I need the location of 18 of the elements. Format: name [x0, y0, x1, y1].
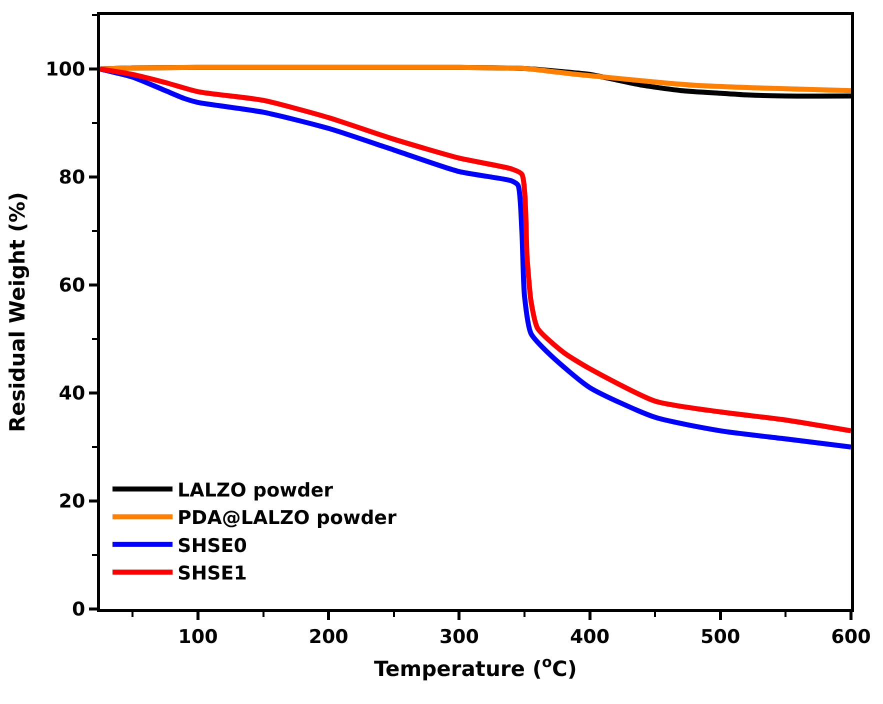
y-axis-title: Residual Weight (%) — [6, 192, 30, 432]
x-tick-label: 600 — [831, 626, 871, 648]
legend-label: SHSE1 — [178, 562, 247, 585]
x-tick-label: 500 — [700, 626, 740, 648]
x-tick-label: 200 — [308, 626, 348, 648]
y-tick-label: 0 — [72, 598, 86, 621]
y-tick-label: 40 — [58, 382, 86, 405]
y-tick-label: 80 — [58, 166, 86, 189]
y-tick-label: 100 — [46, 58, 86, 81]
legend-label: SHSE0 — [178, 534, 247, 557]
x-tick-label: 400 — [570, 626, 610, 648]
y-tick-label: 60 — [58, 274, 86, 297]
y-tick-label: 20 — [58, 490, 86, 513]
x-axis-title: Temperature ($^{o}$C) — [374, 654, 578, 681]
x-tick-label: 100 — [178, 626, 218, 648]
legend-label: PDA@LALZO powder — [178, 507, 398, 530]
x-tick-label: 300 — [439, 626, 480, 648]
legend-label: LALZO powder — [178, 479, 334, 502]
